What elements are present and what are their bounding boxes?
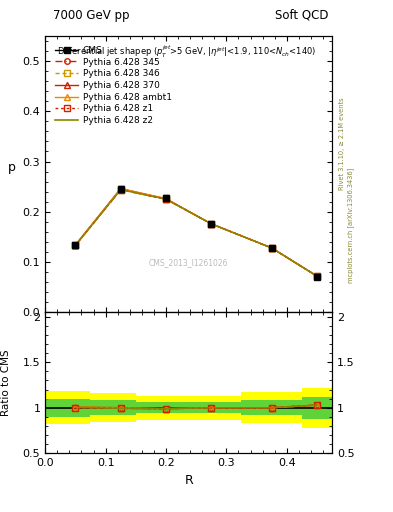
Y-axis label: Ratio to CMS: Ratio to CMS [1,349,11,416]
Y-axis label: p: p [7,161,15,174]
Line: Pythia 6.428 z1: Pythia 6.428 z1 [73,187,320,279]
Pythia 6.428 370 [118,185,123,191]
Pythia 6.428 z1 [315,273,320,279]
Pythia 6.428 346 [118,186,123,193]
Pythia 6.428 370 [315,273,320,279]
Legend: CMS, Pythia 6.428 345, Pythia 6.428 346, Pythia 6.428 370, Pythia 6.428 ambt1, P: CMS, Pythia 6.428 345, Pythia 6.428 346,… [55,46,171,125]
Pythia 6.428 345 [118,186,123,193]
Pythia 6.428 370 [163,196,168,202]
Pythia 6.428 z2 [209,221,214,227]
Line: Pythia 6.428 ambt1: Pythia 6.428 ambt1 [73,186,320,279]
Pythia 6.428 345 [73,242,78,248]
Pythia 6.428 ambt1 [269,245,274,251]
Pythia 6.428 z2 [118,186,123,193]
Pythia 6.428 370 [269,245,274,251]
Pythia 6.428 345 [269,245,274,251]
Pythia 6.428 ambt1 [118,185,123,191]
Text: Differential jet shapep ($p_T^{jet}$>5 GeV, $|\eta^{jet}|$<1.9, 110<$N_{ch}$<140: Differential jet shapep ($p_T^{jet}$>5 G… [57,44,316,60]
Pythia 6.428 346 [269,245,274,251]
Line: Pythia 6.428 345: Pythia 6.428 345 [73,187,320,279]
Pythia 6.428 z2 [73,242,78,248]
Pythia 6.428 ambt1 [163,196,168,202]
Pythia 6.428 370 [73,242,78,248]
Pythia 6.428 346 [73,242,78,248]
Pythia 6.428 345 [163,196,168,202]
Pythia 6.428 z1 [269,245,274,251]
Pythia 6.428 z1 [163,196,168,202]
Text: CMS_2013_I1261026: CMS_2013_I1261026 [149,258,228,267]
Line: Pythia 6.428 z2: Pythia 6.428 z2 [75,189,317,276]
Pythia 6.428 z1 [209,221,214,227]
Text: 7000 GeV pp: 7000 GeV pp [53,9,130,22]
Pythia 6.428 z2 [163,196,168,202]
Pythia 6.428 346 [315,273,320,279]
Pythia 6.428 z1 [118,186,123,193]
Pythia 6.428 z2 [315,273,320,279]
Text: Rivet 3.1.10, ≥ 2.1M events: Rivet 3.1.10, ≥ 2.1M events [339,97,345,189]
X-axis label: R: R [184,474,193,486]
Pythia 6.428 ambt1 [73,242,78,248]
Pythia 6.428 370 [209,221,214,227]
Text: Soft QCD: Soft QCD [275,9,328,22]
Pythia 6.428 z2 [269,245,274,251]
Pythia 6.428 ambt1 [209,221,214,227]
Line: Pythia 6.428 346: Pythia 6.428 346 [73,187,320,279]
Pythia 6.428 ambt1 [315,273,320,279]
Pythia 6.428 345 [209,221,214,227]
Pythia 6.428 z1 [73,242,78,248]
Pythia 6.428 346 [163,196,168,202]
Pythia 6.428 345 [315,273,320,279]
Line: Pythia 6.428 370: Pythia 6.428 370 [73,186,320,279]
Pythia 6.428 346 [209,221,214,227]
Text: mcplots.cern.ch [arXiv:1306.3436]: mcplots.cern.ch [arXiv:1306.3436] [347,167,354,283]
